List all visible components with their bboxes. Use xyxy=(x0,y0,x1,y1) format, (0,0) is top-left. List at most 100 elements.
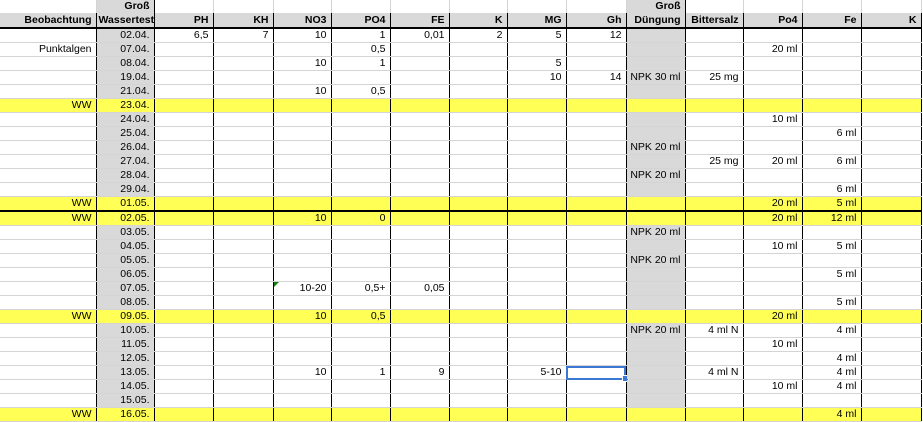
cell-ph[interactable] xyxy=(154,323,214,338)
cell-k[interactable] xyxy=(449,351,508,366)
cell-k[interactable] xyxy=(449,379,508,394)
cell-duengung[interactable]: NPK 20 ml xyxy=(626,225,686,240)
cell-mg[interactable] xyxy=(507,210,567,226)
cell-bittersalz[interactable] xyxy=(685,168,744,183)
column-header-beobachtung[interactable]: Beobachtung xyxy=(0,13,97,29)
cell-po4[interactable] xyxy=(331,154,391,169)
cell-wassertests[interactable]: 26.04. xyxy=(96,140,155,155)
cell-mg[interactable] xyxy=(507,225,567,240)
cell-gh[interactable] xyxy=(566,309,627,324)
cell-k-dose[interactable] xyxy=(861,98,922,113)
cell-duengung[interactable] xyxy=(626,239,686,254)
cell-duengung[interactable] xyxy=(626,210,686,226)
cell-gh[interactable] xyxy=(566,112,627,127)
cell-mg[interactable]: 5-10 xyxy=(507,365,567,380)
cell-k-dose[interactable] xyxy=(861,365,922,380)
cell-no3[interactable] xyxy=(273,267,332,282)
cell-no3[interactable] xyxy=(273,112,332,127)
cell-beobachtung[interactable] xyxy=(0,140,97,155)
cell-wassertests[interactable]: 01.05. xyxy=(96,196,155,212)
cell-fe-dose[interactable] xyxy=(802,281,862,296)
cell-wassertests[interactable]: 12.05. xyxy=(96,351,155,366)
cell-no3[interactable]: 10-20 xyxy=(273,281,332,296)
cell-k[interactable] xyxy=(449,70,508,85)
column-header-k[interactable]: K xyxy=(449,13,508,29)
column-header-no3[interactable]: NO3 xyxy=(273,13,332,29)
cell-no3[interactable] xyxy=(273,98,332,113)
cell-kh[interactable] xyxy=(213,196,274,212)
cell-po4[interactable] xyxy=(331,70,391,85)
cell-duengung[interactable] xyxy=(626,182,686,197)
cell-fe[interactable] xyxy=(390,42,450,57)
cell-mg[interactable] xyxy=(507,112,567,127)
cell-fe[interactable] xyxy=(390,379,450,394)
cell-ph[interactable] xyxy=(154,393,214,408)
cell-no3[interactable]: 10 xyxy=(273,309,332,324)
cell-kh[interactable] xyxy=(213,309,274,324)
cell-no3[interactable] xyxy=(273,70,332,85)
cell-po4[interactable] xyxy=(331,253,391,268)
cell-bittersalz[interactable]: 25 mg xyxy=(685,70,744,85)
cell-fe-dose[interactable]: 6 ml xyxy=(802,154,862,169)
cell-gh[interactable]: 14 xyxy=(566,70,627,85)
cell-duengung[interactable] xyxy=(626,407,686,422)
cell-fe-dose[interactable] xyxy=(802,42,862,57)
cell-bittersalz[interactable] xyxy=(685,393,744,408)
cell-ph[interactable] xyxy=(154,42,214,57)
cell-mg[interactable] xyxy=(507,337,567,352)
cell-gh[interactable] xyxy=(566,84,627,99)
cell-po4-dose[interactable] xyxy=(743,267,803,282)
cell-fe[interactable] xyxy=(390,140,450,155)
cell-gh[interactable] xyxy=(566,140,627,155)
cell-fe[interactable] xyxy=(390,112,450,127)
cell-wassertests[interactable]: 29.04. xyxy=(96,182,155,197)
cell-duengung[interactable] xyxy=(626,379,686,394)
cell-mg[interactable] xyxy=(507,196,567,212)
cell-kh[interactable] xyxy=(213,168,274,183)
cell-po4-dose[interactable]: 20 ml xyxy=(743,154,803,169)
cell-po4[interactable]: 0 xyxy=(331,210,391,226)
cell-bittersalz[interactable] xyxy=(685,309,744,324)
cell-kh[interactable] xyxy=(213,126,274,141)
cell-fe-dose[interactable]: 6 ml xyxy=(802,182,862,197)
cell-no3[interactable] xyxy=(273,337,332,352)
cell-k[interactable] xyxy=(449,225,508,240)
cell-fe-dose[interactable]: 12 ml xyxy=(802,210,862,226)
cell-no3[interactable] xyxy=(273,126,332,141)
cell-beobachtung[interactable]: WW xyxy=(0,98,97,113)
cell-ph[interactable] xyxy=(154,196,214,212)
cell-duengung[interactable] xyxy=(626,309,686,324)
cell-gh[interactable] xyxy=(566,42,627,57)
cell-duengung[interactable] xyxy=(626,154,686,169)
cell-gh[interactable] xyxy=(566,56,627,71)
cell-ph[interactable] xyxy=(154,140,214,155)
cell-kh[interactable] xyxy=(213,154,274,169)
cell-wassertests[interactable]: 03.05. xyxy=(96,225,155,240)
cell-k-dose[interactable] xyxy=(861,84,922,99)
cell-fe[interactable]: 0,05 xyxy=(390,281,450,296)
cell-fe-dose[interactable]: 5 ml xyxy=(802,295,862,310)
cell-no3[interactable] xyxy=(273,225,332,240)
cell-gh[interactable]: 12 xyxy=(566,28,627,43)
cell-mg[interactable] xyxy=(507,140,567,155)
cell-bittersalz[interactable] xyxy=(685,351,744,366)
cell-k-dose[interactable] xyxy=(861,379,922,394)
cell-po4[interactable]: 0,5 xyxy=(331,42,391,57)
cell-no3[interactable] xyxy=(273,154,332,169)
cell-fe-dose[interactable]: 6 ml xyxy=(802,126,862,141)
cell-kh[interactable]: 7 xyxy=(213,28,274,43)
header-top-kh[interactable] xyxy=(213,0,274,13)
cell-po4[interactable]: 0,5 xyxy=(331,84,391,99)
cell-beobachtung[interactable] xyxy=(0,351,97,366)
cell-po4[interactable] xyxy=(331,295,391,310)
cell-beobachtung[interactable] xyxy=(0,225,97,240)
cell-no3[interactable]: 10 xyxy=(273,28,332,43)
cell-po4[interactable] xyxy=(331,379,391,394)
column-header-wassertests[interactable]: Wassertests xyxy=(96,13,160,29)
cell-po4-dose[interactable] xyxy=(743,168,803,183)
cell-wassertests[interactable]: 06.05. xyxy=(96,267,155,282)
cell-bittersalz[interactable]: 4 ml N xyxy=(685,365,744,380)
cell-gh[interactable] xyxy=(566,407,627,422)
cell-k[interactable] xyxy=(449,98,508,113)
cell-fe[interactable]: 0,01 xyxy=(390,28,450,43)
